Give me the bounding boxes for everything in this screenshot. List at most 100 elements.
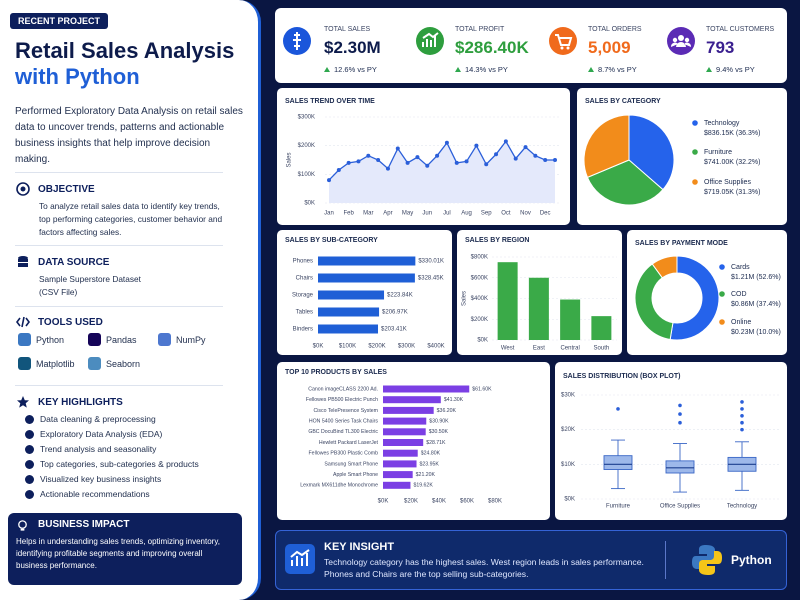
category-label: Apple Smart Phone (333, 472, 378, 478)
tool-item: Seaborn (88, 357, 140, 370)
chart-title: SALES BY SUB-CATEGORY (285, 237, 378, 244)
value-label: $61.60K (472, 386, 492, 392)
divider (15, 385, 223, 386)
y-tick-label: $10K (561, 462, 575, 468)
box-plot: SALES DISTRIBUTION (BOX PLOT) $0K $10K $20K… (561, 373, 780, 510)
bar (383, 439, 424, 446)
outlier (740, 400, 744, 404)
insight-title: KEY INSIGHT (324, 541, 395, 553)
bar (383, 481, 411, 489)
outlier (740, 414, 744, 418)
kpi-change: 9.4% vs PY (706, 65, 755, 74)
bar (383, 428, 426, 436)
point (513, 156, 518, 161)
sidebar: RECENT PROJECT Retail Sales Analysis wit… (0, 0, 261, 600)
point (435, 153, 440, 158)
up-arrow (455, 67, 461, 72)
value-label: $203.41K (381, 327, 407, 333)
badge: RECENT PROJECT (10, 13, 109, 29)
kpi-value: $286.40K (455, 38, 529, 57)
outlier (740, 420, 744, 425)
category-label: Hewlett Packard LaserJet (319, 440, 379, 446)
x-tick-label: Jul (443, 211, 451, 217)
tool-icon (18, 357, 31, 370)
text-line: Sample Superstore Dataset (39, 274, 141, 284)
kpi-value: $2.30M (324, 38, 381, 57)
tool-name: NumPy (176, 334, 206, 345)
kpi-icon (416, 27, 444, 55)
description: Performed Exploratory Data Analysis on r… (15, 106, 243, 165)
check-icon (25, 489, 34, 499)
x-tick-label: Technology (727, 504, 757, 510)
x-tick-label: Mar (363, 211, 373, 217)
point (376, 158, 381, 162)
tool-item: Matplotlib (18, 357, 75, 370)
subtitle: with Python (15, 64, 140, 89)
x-tick-label: West (501, 346, 515, 352)
objective-icon (16, 182, 30, 196)
x-tick-label: $0K (378, 499, 389, 505)
kpi-change: 8.7% vs PY (588, 65, 637, 74)
section-text: To analyze retail sales data to identify… (39, 201, 223, 237)
highlight-text: Data cleaning & preprocessing (40, 414, 156, 424)
category-label: Binders (293, 327, 313, 333)
point (494, 152, 499, 157)
kpi-label: TOTAL SALES (324, 26, 371, 33)
x-tick-label: Nov (520, 211, 531, 217)
kpi-label: TOTAL ORDERS (588, 26, 642, 33)
x-tick-label: $400K (427, 344, 444, 350)
highlight-text: Trend analysis and seasonality (40, 444, 157, 454)
value-label: $206.97K (382, 310, 408, 316)
highlight-text: Top categories, sub-categories & product… (40, 459, 199, 469)
legend-swatch (692, 120, 698, 126)
bar (497, 262, 518, 340)
bar (383, 471, 413, 479)
up-arrow (324, 67, 330, 72)
title: Retail Sales Analysis (15, 38, 235, 63)
value-label: $41.30K (444, 397, 464, 403)
chart-title: SALES BY PAYMENT MODE (635, 240, 728, 247)
code-icon (16, 316, 30, 328)
point (336, 168, 341, 173)
kpi-icon (549, 27, 577, 55)
x-tick-label: Office Supplies (660, 504, 700, 510)
insight-box: KEY INSIGHT Technology category has the … (275, 530, 787, 590)
insight-icon (285, 544, 315, 574)
impact-text: Helps in understanding sales trends, opt… (16, 537, 220, 570)
impact-box: BUSINESS IMPACT Helps in understanding s… (8, 513, 242, 585)
point (405, 160, 410, 165)
highlight-text: Exploratory Data Analysis (EDA) (40, 429, 163, 439)
bar-chart: SALES BY SUB-CATEGORY $0K $100K $200K $300K $… (285, 237, 445, 350)
point (454, 160, 459, 165)
kpi-icon (667, 27, 695, 55)
y-tick-label: $300K (298, 115, 315, 121)
bar-chart: TOP 10 PRODUCTS BY SALES $0K $20K $40K $60K $… (285, 369, 502, 505)
bar (528, 277, 549, 340)
y-tick-label: $600K (471, 275, 488, 281)
point (327, 178, 331, 183)
kpi-change-text: 14.3% vs PY (465, 65, 508, 74)
category-label: Canon imageCLASS 2200 Ad. (308, 386, 378, 392)
point (553, 158, 557, 162)
bar (383, 396, 441, 404)
category-label: GBC DocuBind TL300 Electric (308, 429, 378, 435)
kpi-card (275, 8, 787, 83)
box (603, 455, 633, 470)
category-label: Lexmark MX611dhe Monochrome (300, 483, 378, 489)
value-label: $24.80K (421, 451, 441, 457)
point (385, 166, 390, 171)
point (346, 160, 351, 165)
x-tick-label: Furniture (606, 504, 631, 510)
category-label: HON 5400 Series Task Chairs (309, 418, 379, 424)
x-tick-label: Apr (383, 211, 392, 217)
outlier (678, 420, 682, 425)
divider (665, 541, 666, 579)
slice (651, 255, 678, 279)
category-label: Phones (293, 259, 313, 265)
legend-label: Online (731, 319, 751, 326)
value-label: $30.90K (429, 418, 449, 424)
y-tick-label: $200K (471, 317, 488, 323)
tool-name: Seaborn (106, 358, 141, 369)
